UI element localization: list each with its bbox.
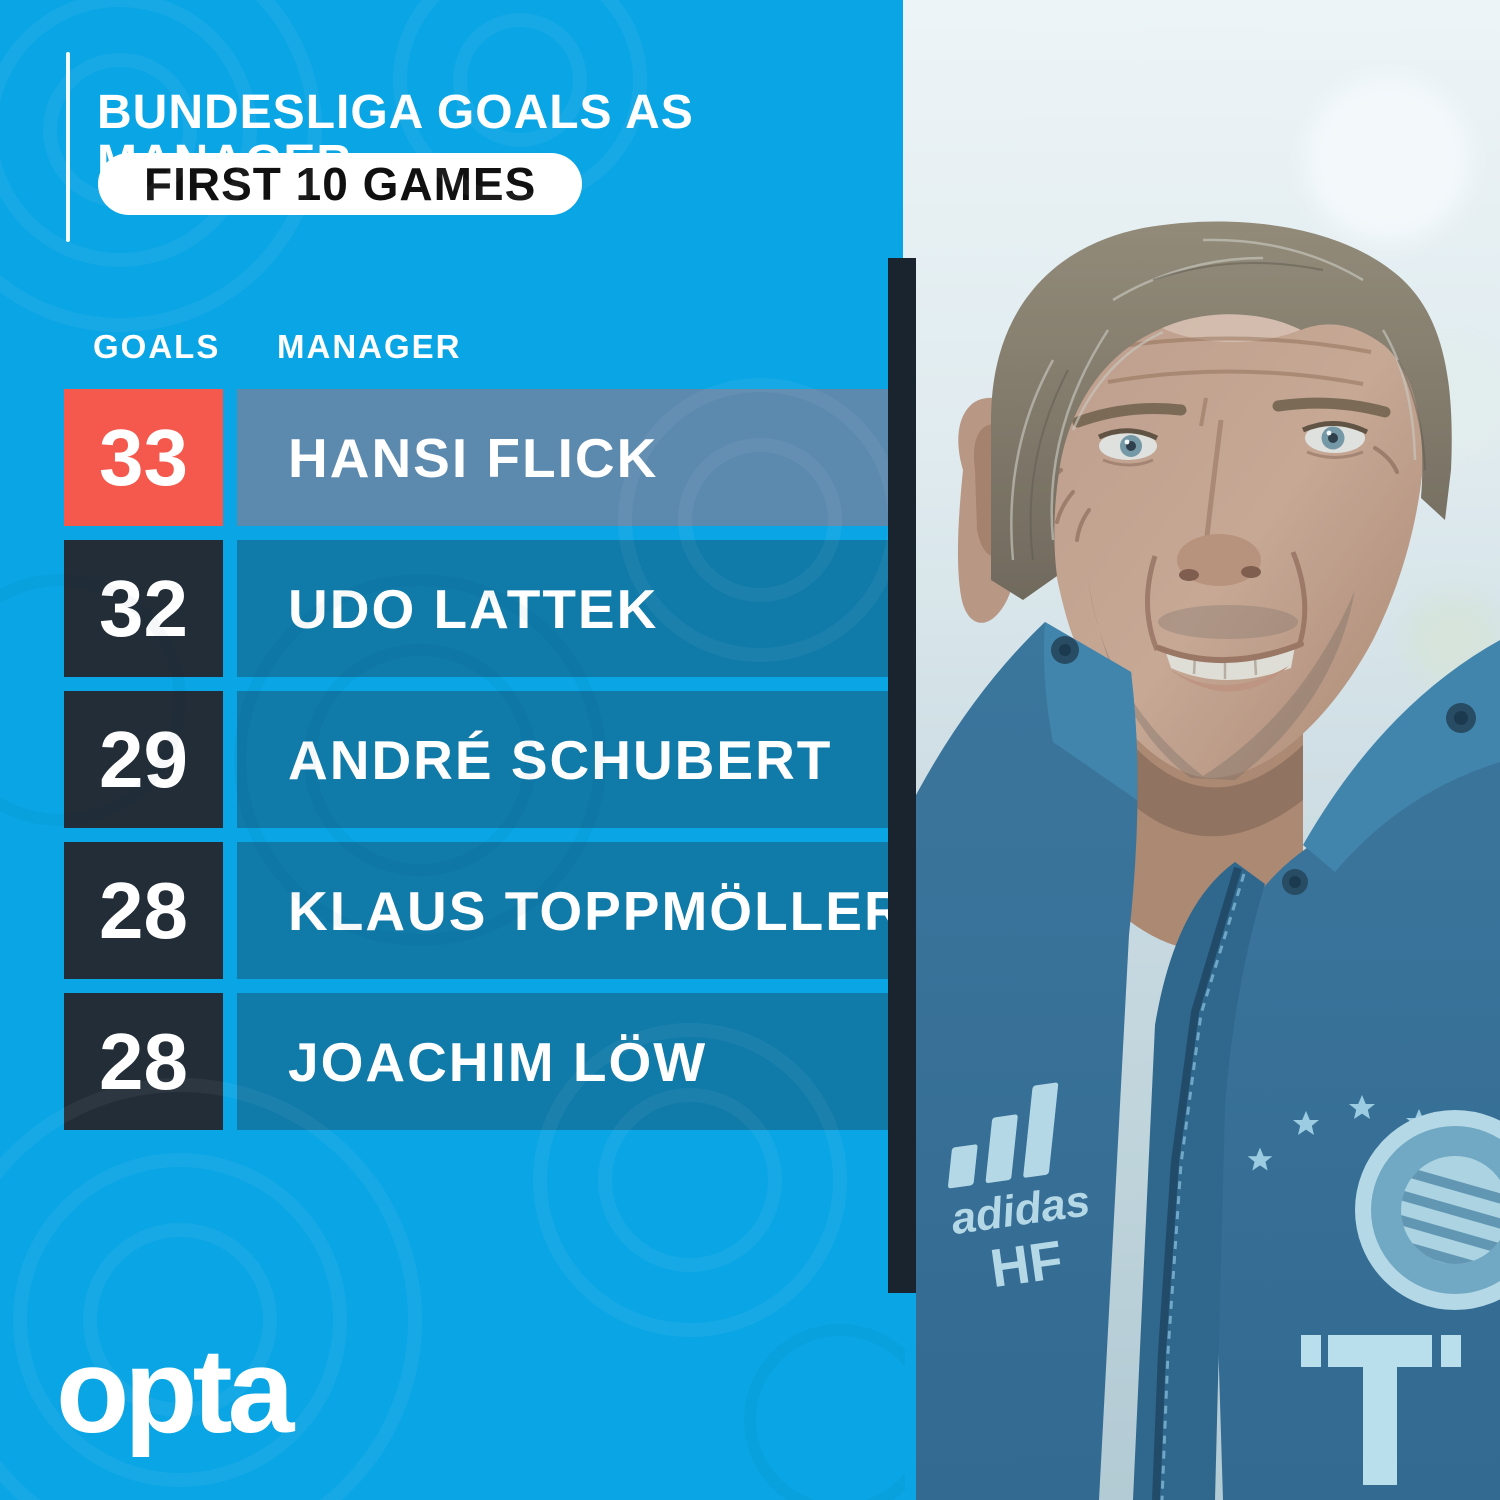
table-row: 32 UDO LATTEK [0,540,890,677]
eyes [1097,420,1369,467]
goals-value: 32 [64,540,223,677]
hair-highlights [1010,238,1417,561]
goals-value: 28 [64,842,223,979]
table-row: 28 KLAUS TOPPMÖLLER [0,842,904,979]
table-row: 29 ANDRÉ SCHUBERT [0,691,890,828]
table-row: 33 HANSI FLICK [0,389,890,526]
title-accent-rule [66,52,70,242]
hair [991,221,1452,600]
manager-name: KLAUS TOPPMÖLLER [237,842,904,979]
divider-strip [888,258,916,1293]
manager-name: ANDRÉ SCHUBERT [237,691,890,828]
mouth [1156,641,1304,692]
jacket: adidas HF [903,622,1500,1500]
column-header-goals: GOALS [93,328,221,365]
jersey-initials: HF [987,1230,1067,1299]
eyebrows [1072,397,1391,428]
goals-value: 29 [64,691,223,828]
hansi-flick-photo: adidas HF [903,0,1500,1500]
goals-value: 33 [64,389,223,526]
opta-logo: opta [56,1324,294,1458]
subtitle-badge: FIRST 10 GAMES [98,153,583,215]
goals-value: 28 [64,993,223,1130]
telekom-t-icon [1301,1335,1461,1485]
manager-name: JOACHIM LÖW [237,993,890,1130]
manager-name: HANSI FLICK [237,389,890,526]
manager-name: UDO LATTEK [237,540,890,677]
face [1042,244,1426,779]
nose [1145,419,1308,651]
adidas-logo-icon: adidas HF [948,1082,1093,1299]
column-header-manager: MANAGER [277,328,462,365]
subtitle-badge-label: FIRST 10 GAMES [144,158,537,210]
table-row: 28 JOACHIM LÖW [0,993,890,1130]
